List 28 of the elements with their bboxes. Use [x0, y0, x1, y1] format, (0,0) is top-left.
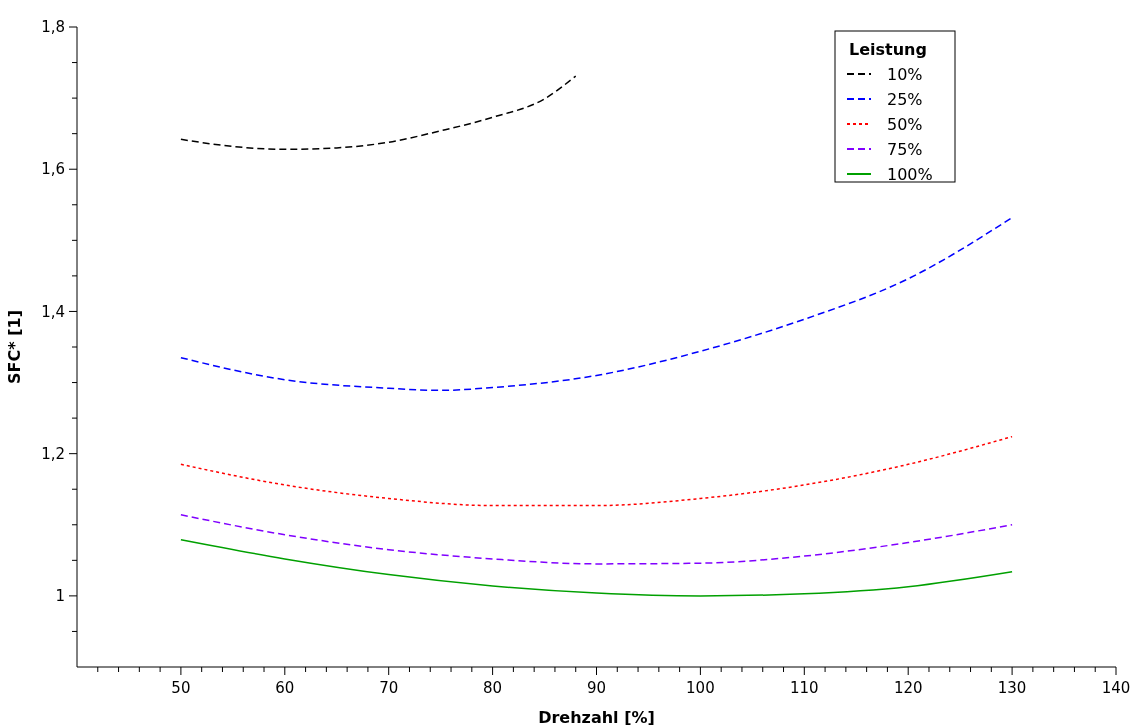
x-tick-label: 80	[483, 679, 503, 697]
legend-label: 50%	[887, 114, 923, 134]
x-tick-label: 100	[686, 679, 715, 697]
x-tick-label: 130	[997, 679, 1027, 697]
y-axis-title: SFC* [1]	[5, 310, 24, 384]
y-tick-label: 1,6	[41, 160, 65, 179]
x-tick-label: 110	[789, 679, 819, 697]
y-tick-label: 1,8	[41, 18, 65, 37]
line-series	[180, 435, 1013, 507]
line-series	[180, 514, 1013, 565]
x-tick-label: 70	[379, 679, 399, 697]
line-series	[180, 216, 1013, 392]
line-series	[180, 75, 577, 151]
legend-label: 75%	[887, 139, 923, 159]
x-axis-title: Drehzahl [%]	[538, 708, 655, 727]
x-tick-label: 50	[171, 679, 191, 697]
y-tick-label: 1	[55, 587, 65, 606]
x-tick-label: 120	[893, 679, 923, 697]
x-tick-label: 140	[1101, 679, 1131, 697]
legend-label: 25%	[887, 89, 923, 109]
x-tick-label: 90	[586, 679, 607, 697]
x-tick-label: 60	[275, 679, 295, 697]
legend-title: Leistung	[849, 40, 927, 59]
line-series	[180, 538, 1013, 597]
y-tick-label: 1,2	[41, 444, 65, 463]
legend-label: 10%	[887, 64, 923, 84]
y-tick-label: 1,4	[41, 302, 65, 321]
legend-label: 100%	[887, 164, 933, 184]
